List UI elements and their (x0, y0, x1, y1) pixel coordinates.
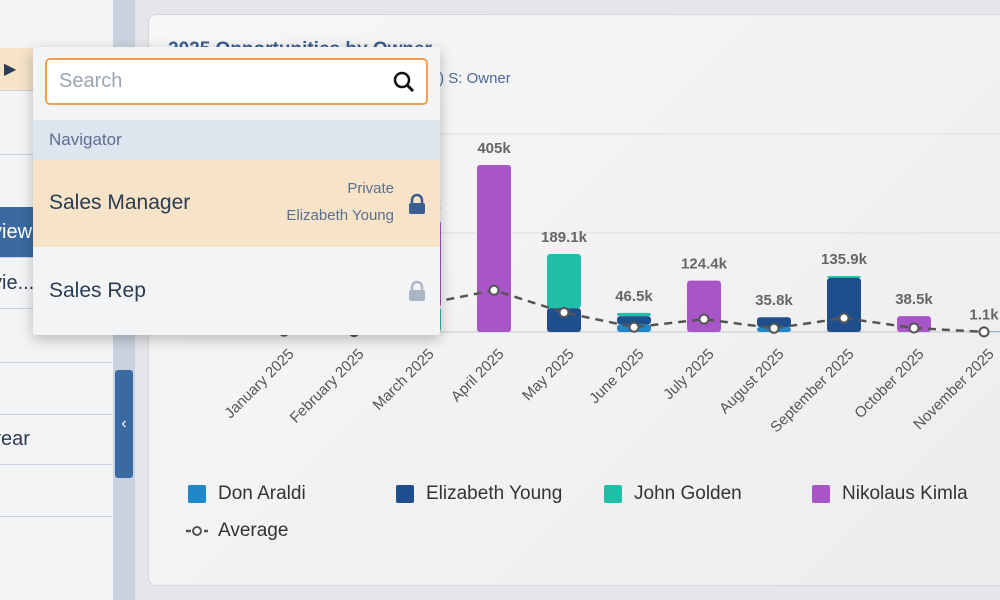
sidebar-row (0, 362, 112, 415)
average-point (978, 326, 990, 338)
data-label: 1.1k (969, 307, 999, 324)
menu-item[interactable]: Sales Manager Private Elizabeth Young (33, 160, 440, 247)
bar-segment (617, 312, 651, 317)
x-tick-label: February 2025 (287, 346, 368, 427)
average-point (908, 322, 920, 334)
legend-label: Don Araldi (218, 483, 306, 504)
search-placeholder: Search (59, 70, 123, 92)
bar-segment (757, 317, 791, 328)
item-label: Sales Manager (49, 191, 191, 214)
x-tick-label: May 2025 (519, 346, 578, 405)
x-tick-label: June 2025 (586, 346, 648, 408)
bar-segment (477, 164, 511, 332)
average-point (628, 321, 640, 333)
section-label: Navigator (49, 130, 122, 149)
bar-segment (827, 278, 861, 332)
collapse-button[interactable]: ‹ (115, 370, 133, 478)
legend-label: John Golden (634, 483, 742, 504)
data-label: 405k (477, 140, 511, 157)
legend-swatch (604, 485, 622, 503)
item-label: Sales Rep (49, 279, 146, 302)
lock-icon (409, 193, 425, 214)
data-label: 124.4k (681, 256, 728, 273)
search-input[interactable]: Search (45, 58, 428, 105)
legend-label: Elizabeth Young (426, 483, 562, 504)
menu-item[interactable]: Sales Rep (33, 247, 440, 335)
data-label: 189.1k (541, 229, 588, 246)
legend-label: Nikolaus Kimla (842, 483, 968, 504)
x-tick-label: July 2025 (660, 346, 717, 403)
average-point (488, 284, 500, 296)
lock-icon (409, 280, 425, 301)
sidebar-item: year (0, 427, 30, 450)
dropdown: Search Navigator Sales Manager Private E… (33, 47, 440, 335)
legend-swatch (188, 485, 206, 503)
legend-swatch (396, 485, 414, 503)
sidebar-row[interactable]: year (0, 414, 112, 465)
legend-label: Average (218, 520, 288, 541)
sidebar-item: vie... (0, 271, 35, 294)
item-owner: Elizabeth Young (286, 207, 394, 224)
sidebar-row (0, 464, 112, 517)
search-icon[interactable] (392, 70, 416, 94)
x-tick-label: August 2025 (716, 346, 788, 418)
average-point (558, 306, 570, 318)
sidebar-row (0, 310, 112, 363)
item-visibility: Private (347, 180, 394, 197)
x-tick-label: January 2025 (221, 346, 297, 422)
data-label: 35.8k (755, 292, 793, 309)
bar-segment (827, 275, 861, 279)
legend-swatch (812, 485, 830, 503)
data-label: 135.9k (821, 251, 868, 268)
average-point (838, 312, 850, 324)
legend-swatch (192, 526, 202, 536)
average-point (768, 322, 780, 334)
x-tick-label: April 2025 (448, 346, 508, 406)
x-tick-label: October 2025 (851, 346, 927, 422)
section-header: Navigator (33, 120, 440, 160)
data-label: 46.5k (615, 288, 653, 305)
bar-segment (617, 316, 651, 325)
average-point (698, 313, 710, 325)
x-tick-label: March 2025 (370, 346, 438, 414)
data-label: 38.5k (895, 291, 933, 308)
bar-segment (547, 253, 581, 309)
sidebar-item: view (0, 220, 33, 243)
